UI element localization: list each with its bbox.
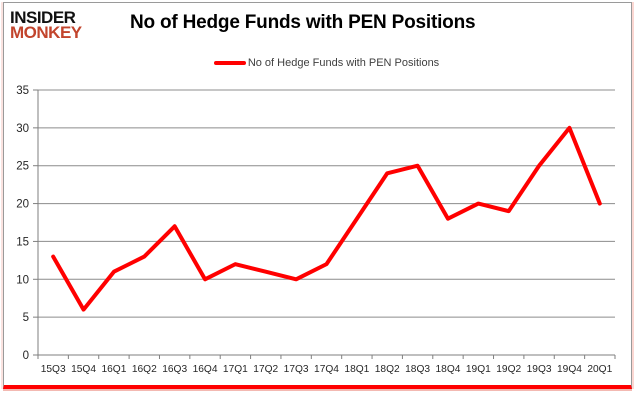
x-tick-label: 15Q3 — [41, 364, 66, 375]
x-tick-label: 17Q1 — [223, 364, 248, 375]
x-tick-label: 16Q3 — [162, 364, 187, 375]
x-tick-label: 18Q3 — [405, 364, 430, 375]
x-tick-label: 18Q4 — [436, 364, 461, 375]
data-line-series — [51, 125, 602, 312]
logo-line-insider: INSIDER — [10, 8, 76, 27]
x-tick-label: 16Q4 — [193, 364, 218, 375]
x-tick-label: 19Q1 — [466, 364, 491, 375]
y-tick-label: 20 — [16, 199, 29, 211]
y-tick-label: 5 — [23, 312, 29, 324]
x-tick-label: 15Q4 — [71, 364, 96, 375]
y-tick-label: 15 — [16, 236, 29, 248]
legend-line-swatch — [213, 61, 246, 65]
legend-label: No of Hedge Funds with PEN Positions — [247, 57, 440, 69]
x-tick-label: 19Q4 — [557, 364, 582, 375]
x-tick-label: 19Q3 — [527, 364, 552, 375]
chart-frame — [3, 2, 632, 389]
chart-legend: No of Hedge Funds with PEN Positions — [38, 57, 615, 69]
x-tick-label: 20Q1 — [587, 364, 612, 375]
x-tick-label: 17Q3 — [284, 364, 309, 375]
y-tick-label: 25 — [16, 161, 29, 173]
y-tick-label: 35 — [16, 85, 29, 97]
insider-monkey-logo: INSIDER MONKEY — [10, 8, 82, 42]
y-tick-label: 30 — [16, 123, 29, 135]
logo-line-monkey: MONKEY — [10, 23, 82, 42]
x-tick-label: 17Q2 — [253, 364, 278, 375]
x-tick-label: 18Q1 — [344, 364, 369, 375]
x-tick-label: 19Q2 — [496, 364, 521, 375]
y-tick-label: 0 — [23, 350, 29, 362]
x-tick-label: 18Q2 — [375, 364, 400, 375]
x-tick-label: 17Q4 — [314, 364, 339, 375]
x-tick-label: 16Q1 — [101, 364, 126, 375]
x-tick-label: 16Q2 — [132, 364, 157, 375]
y-tick-label: 10 — [16, 274, 29, 286]
chart-title: No of Hedge Funds with PEN Positions — [130, 12, 476, 33]
